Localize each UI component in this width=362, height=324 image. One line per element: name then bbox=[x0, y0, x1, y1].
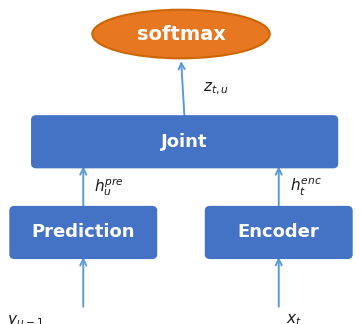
Text: $x_t$: $x_t$ bbox=[286, 313, 302, 324]
Text: Joint: Joint bbox=[161, 133, 208, 151]
FancyBboxPatch shape bbox=[32, 116, 337, 168]
Text: Prediction: Prediction bbox=[31, 224, 135, 241]
Ellipse shape bbox=[92, 10, 270, 58]
FancyBboxPatch shape bbox=[10, 207, 156, 258]
Text: $h_u^{pre}$: $h_u^{pre}$ bbox=[94, 176, 124, 198]
Text: $h_t^{enc}$: $h_t^{enc}$ bbox=[290, 177, 321, 198]
Text: $z_{t,u}$: $z_{t,u}$ bbox=[203, 81, 229, 97]
Text: Encoder: Encoder bbox=[238, 224, 320, 241]
FancyBboxPatch shape bbox=[206, 207, 352, 258]
Text: $y_{u-1}$: $y_{u-1}$ bbox=[7, 313, 44, 324]
Text: softmax: softmax bbox=[136, 25, 226, 43]
